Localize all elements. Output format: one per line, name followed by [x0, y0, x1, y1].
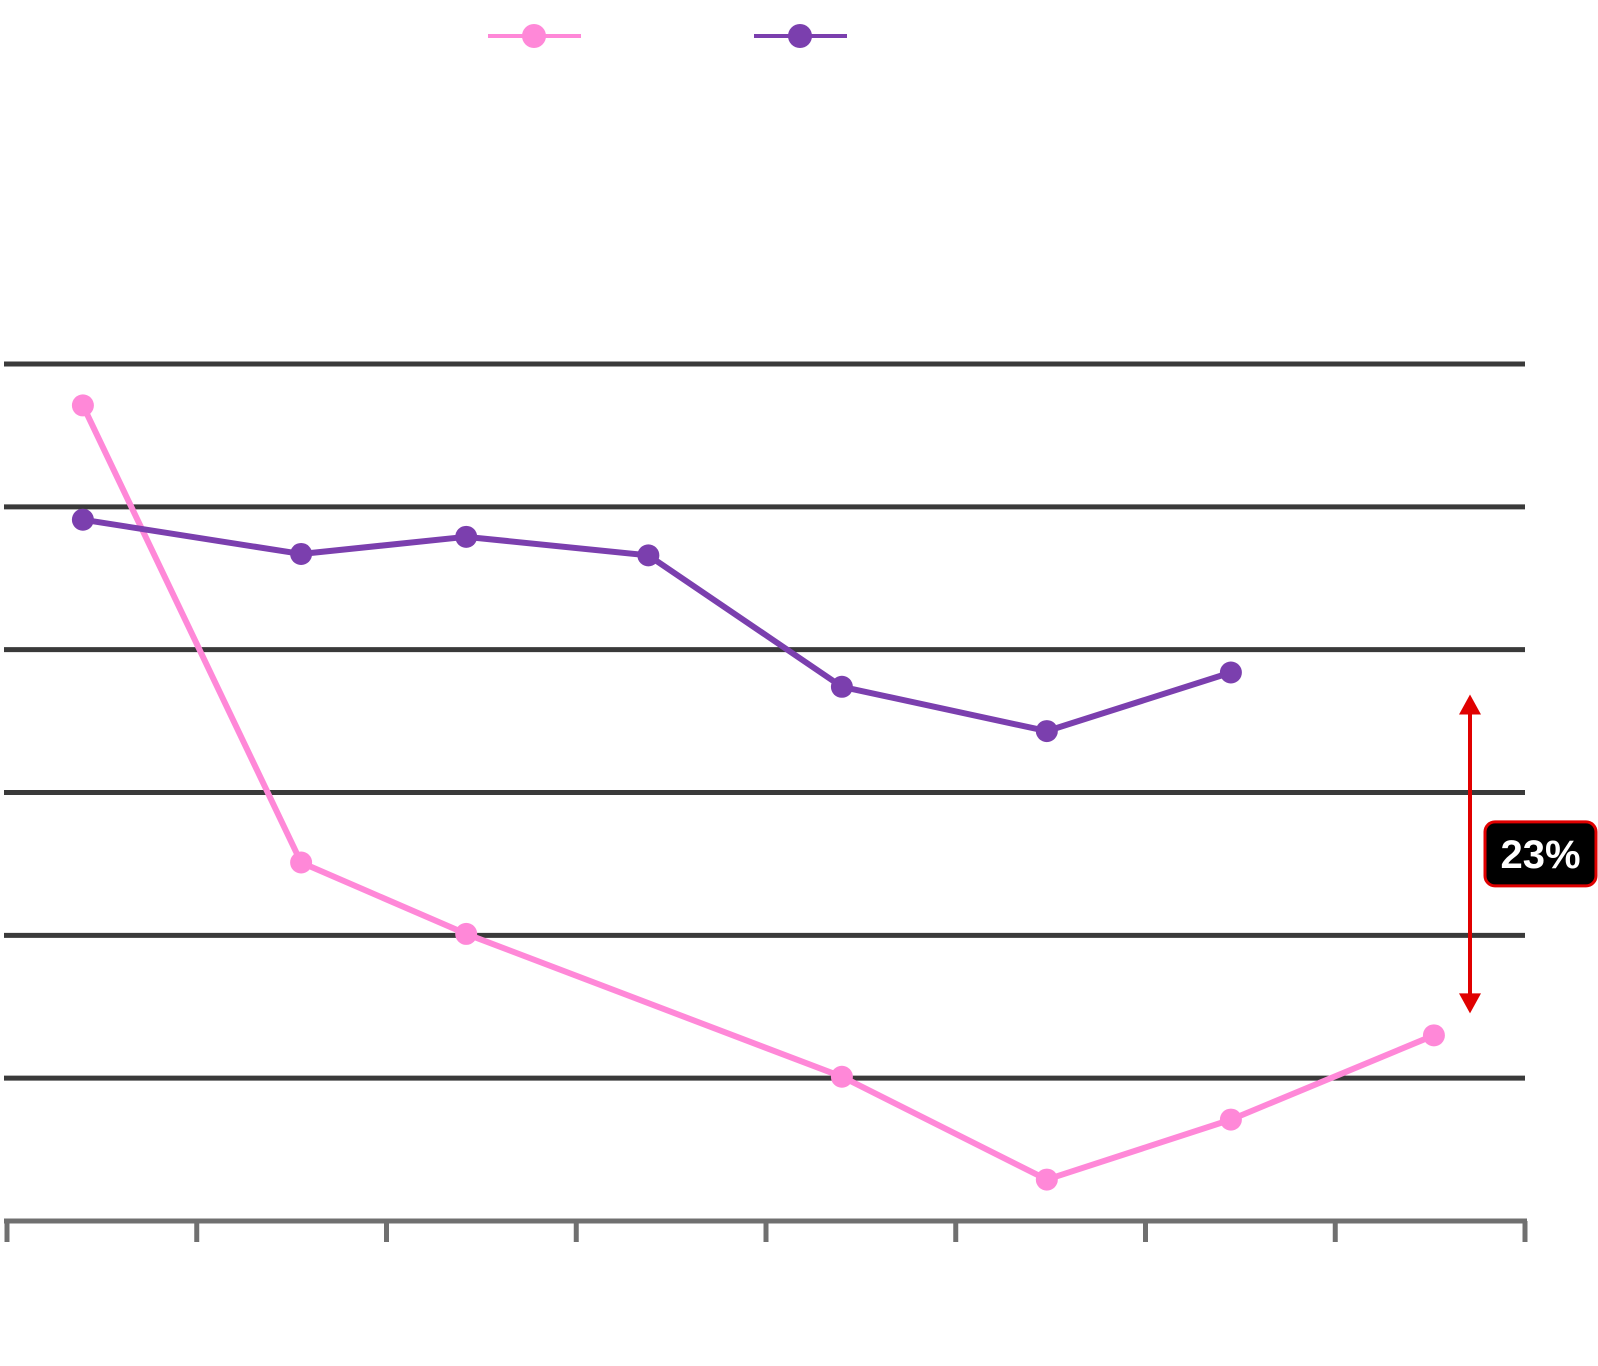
series-2-point-4	[637, 544, 660, 567]
series-1-point-1	[71, 394, 94, 417]
legend-swatch-marker-2	[788, 24, 812, 48]
gap-annotation: 23%	[1459, 694, 1598, 1014]
series-2	[71, 508, 1242, 743]
gap-label-box	[1483, 820, 1598, 888]
series-2-point-3	[455, 525, 478, 548]
series-1-point-4	[830, 1065, 853, 1088]
series-2-point-6	[1035, 720, 1058, 743]
series-2-point-2	[290, 542, 313, 565]
series-group	[71, 394, 1445, 1191]
x-axis	[4, 1218, 1528, 1242]
series-1-point-2	[290, 851, 313, 874]
legend	[488, 24, 847, 48]
series-2-point-1	[71, 508, 94, 531]
legend-entry-2	[754, 24, 847, 48]
gap-arrow-head-top	[1459, 694, 1481, 715]
legend-swatch-marker-1	[522, 24, 546, 48]
legend-entry-1	[488, 24, 581, 48]
series-1	[71, 394, 1445, 1191]
series-1-point-7	[1422, 1024, 1445, 1047]
series-1-point-3	[455, 922, 478, 945]
series-2-point-5	[830, 675, 853, 698]
series-1-point-6	[1219, 1108, 1242, 1131]
series-1-point-5	[1035, 1168, 1058, 1191]
gap-arrow-head-bottom	[1459, 993, 1481, 1014]
series-2-point-7	[1219, 661, 1242, 684]
gap-label: 23%	[1500, 833, 1580, 877]
gridlines	[4, 361, 1525, 1081]
